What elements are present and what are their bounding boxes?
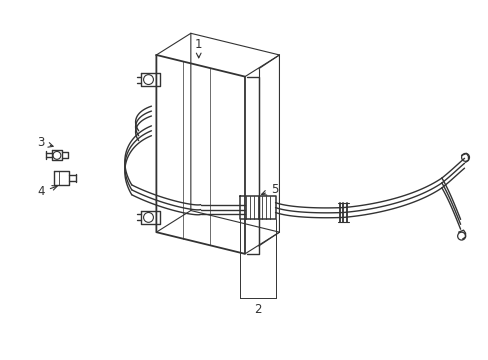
Text: 5: 5 [261, 183, 278, 196]
Text: 4: 4 [38, 185, 57, 198]
Text: 2: 2 [254, 303, 261, 316]
Text: 1: 1 [195, 38, 202, 58]
Text: 3: 3 [38, 136, 53, 149]
